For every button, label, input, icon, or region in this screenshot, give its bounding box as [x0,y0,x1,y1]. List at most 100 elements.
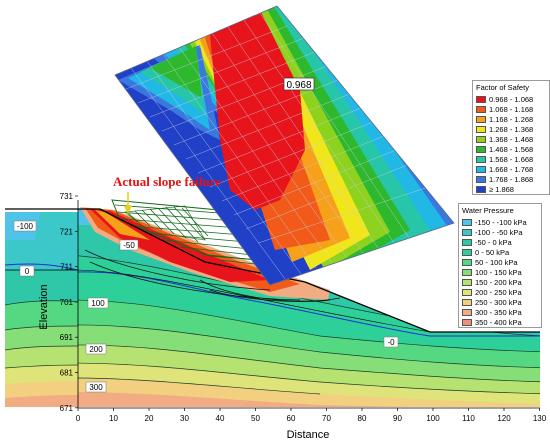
fos-legend-label: 1.768 - 1.868 [489,174,534,184]
wp-legend-item: 150 - 200 kPa [459,277,541,287]
fos-legend-label: ≥ 1.868 [489,184,514,194]
x-tick-label: 40 [216,414,225,423]
wp-legend-item: -150 - -100 kPa [459,217,541,227]
slope-top-region [4,212,79,407]
x-tick-label: 90 [393,414,402,423]
wp-legend-item: 100 - 150 kPa [459,267,541,277]
fos-legend-label: 1.468 - 1.568 [489,144,534,154]
min-fos-box [283,77,315,91]
x-tick-label: 10 [109,414,118,423]
y-tick-label: 731 [60,192,74,201]
wp-legend-label: -100 - -50 kPa [475,227,523,237]
fos-legend-swatch [476,165,486,173]
contour-labels: -100 -50 0 100 200 300 -0 [13,220,399,393]
contour-label-0: 0 [25,267,30,276]
fos-legend-label: 1.368 - 1.468 [489,134,534,144]
fos-legend-label: 1.268 - 1.368 [489,124,534,134]
fos-legend-item: 1.568 - 1.668 [473,154,549,164]
fos-legend-swatch [476,105,486,113]
wp-legend-item: 200 - 250 kPa [459,287,541,297]
contour-label-neg100: -100 [17,222,34,231]
wp-legend-label: 300 - 350 kPa [475,307,522,317]
y-tick-label: 721 [60,227,74,236]
fos-legend-item: 1.368 - 1.468 [473,134,549,144]
fos-legend-swatch [476,115,486,123]
wp-legend-item: -50 - 0 kPa [459,237,541,247]
fos-legend: Factor of Safety 0.968 - 1.068 1.068 - 1.… [472,80,550,195]
y-tick-label: 681 [60,369,74,378]
wp-legend-swatch [462,298,472,306]
fos-legend-label: 1.168 - 1.268 [489,114,534,124]
y-tick-label: 691 [60,333,74,342]
fos-legend-swatch [476,125,486,133]
x-tick-label: 30 [180,414,189,423]
wp-legend-label: -150 - -100 kPa [475,217,527,227]
fos-legend-label: 1.568 - 1.668 [489,154,534,164]
fos-legend-swatch [476,95,486,103]
wp-legend-item: 350 - 400 kPa [459,317,541,327]
wp-legend-swatch [462,218,472,226]
fos-legend-swatch [476,145,486,153]
wp-legend-item: -100 - -50 kPa [459,227,541,237]
wp-legend-swatch [462,228,472,236]
y-axis-label: Elevation [38,284,50,329]
wp-legend: Water Pressure -150 - -100 kPa -100 - -50… [458,203,542,328]
wp-legend-label: 200 - 250 kPa [475,287,522,297]
fos-legend-swatch [476,175,486,183]
wp-legend-item: 300 - 350 kPa [459,307,541,317]
fos-legend-item: ≥ 1.868 [473,184,549,194]
failure-arrow [124,192,132,214]
wp-legend-label: 50 - 100 kPa [475,257,518,267]
min-fos-value: 0.968 [286,80,311,91]
fos-legend-item: 1.168 - 1.268 [473,114,549,124]
wp-legend-label: 0 - 50 kPa [475,247,510,257]
x-tick-label: 110 [462,414,475,423]
x-tick-label: 100 [426,414,440,423]
wp-legend-label: 100 - 150 kPa [475,267,522,277]
wp-legend-label: -50 - 0 kPa [475,237,512,247]
contour-label-200: 200 [89,345,103,354]
wp-legend-swatch [462,268,472,276]
y-tick-label: 701 [60,298,74,307]
x-ticks: 0 10 20 30 40 50 60 70 80 90 100 110 120 130 [76,408,547,423]
wp-legend-label: 150 - 200 kPa [475,277,522,287]
y-tick-label: 671 [60,404,74,413]
wp-legend-swatch [462,248,472,256]
axes: 0 10 20 30 40 50 60 70 80 90 100 110 120 130 731 721 71… [38,192,547,441]
contour-label-300: 300 [89,383,103,392]
x-tick-label: 60 [287,414,296,423]
fos-legend-label: 0.968 - 1.068 [489,94,534,104]
wp-legend-item: 250 - 300 kPa [459,297,541,307]
fos-grid-border [114,5,455,286]
x-tick-label: 130 [533,414,547,423]
fos-legend-swatch [476,185,486,193]
fos-legend-label: 1.668 - 1.768 [489,164,534,174]
wp-legend-swatch [462,288,472,296]
fos-legend-title: Factor of Safety [476,83,529,92]
x-tick-label: 120 [497,414,511,423]
contour-label-neg0: -0 [387,338,395,347]
fos-legend-swatch [476,135,486,143]
wp-legend-title: Water Pressure [462,206,514,215]
fos-legend-item: 1.268 - 1.368 [473,124,549,134]
wp-legend-item: 50 - 100 kPa [459,257,541,267]
x-tick-label: 70 [322,414,331,423]
wp-legend-swatch [462,308,472,316]
wp-legend-swatch [462,318,472,326]
x-tick-label: 80 [358,414,367,423]
contour-label-100: 100 [91,299,105,308]
fos-legend-label: 1.068 - 1.168 [489,104,534,114]
fos-legend-item: 1.068 - 1.168 [473,104,549,114]
contour-label-neg50: -50 [123,241,135,250]
wp-legend-label: 350 - 400 kPa [475,317,522,327]
actual-slope-failure-label: Actual slope failure [113,174,221,189]
wp-legend-item: 0 - 50 kPa [459,247,541,257]
fos-legend-item: 1.468 - 1.568 [473,144,549,154]
fos-legend-swatch [476,155,486,163]
wp-legend-label: 250 - 300 kPa [475,297,522,307]
y-tick-label: 711 [60,263,73,272]
wp-legend-swatch [462,278,472,286]
wp-legend-swatch [462,258,472,266]
x-axis-label: Distance [287,429,330,441]
